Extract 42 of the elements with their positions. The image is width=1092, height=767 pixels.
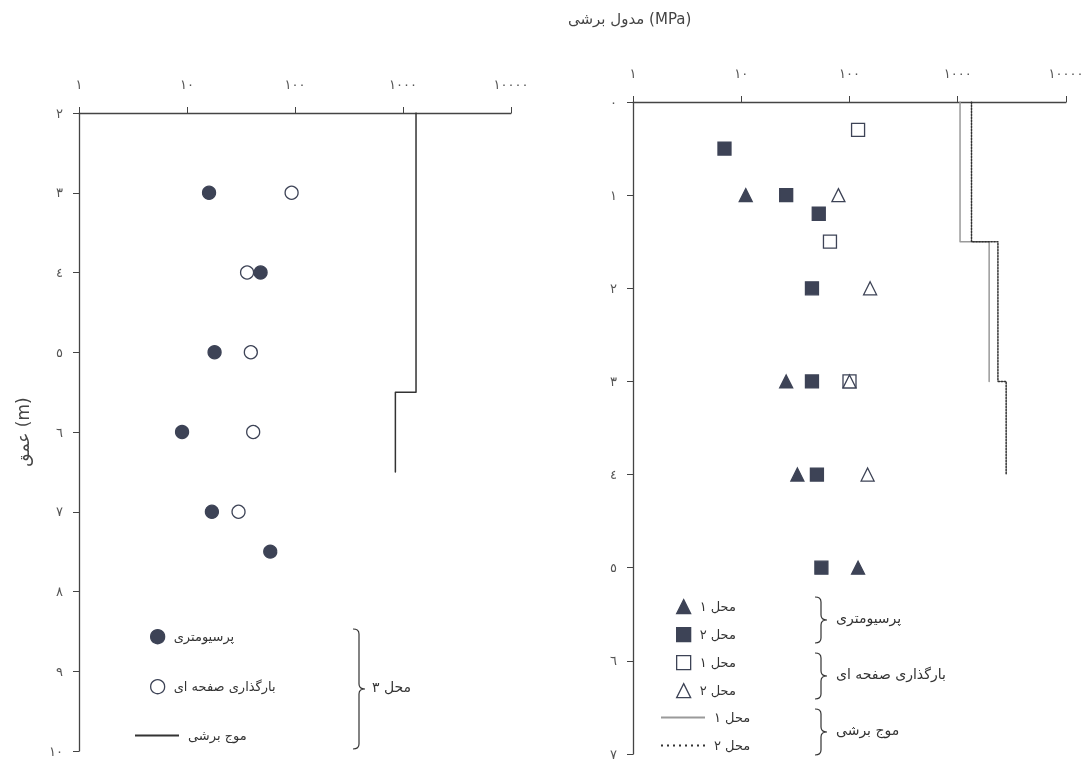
y-tick-label: ٤ <box>610 467 617 483</box>
x-tick-label: ١ <box>629 66 637 81</box>
legend-label: محل ٢ <box>699 683 736 699</box>
legend-label: بارگذاری صفحه ای <box>173 679 276 696</box>
legend-label: پرسیومتری <box>173 629 235 646</box>
legend-title: محل ٣ <box>372 679 412 695</box>
legend-label: محل ٢ <box>714 738 751 753</box>
y-tick-label: ١ <box>610 187 617 203</box>
y-tick-label: ٩ <box>56 663 64 679</box>
y-tick-label: ٨ <box>56 584 64 599</box>
legend-label: موج برشی <box>188 728 247 744</box>
x-tick-label: ١٠٠٠ <box>389 77 417 92</box>
y-tick-label: ٢ <box>56 105 64 121</box>
x-tick-label: ١٠ <box>734 66 749 81</box>
y-tick-label: ٧ <box>610 746 618 762</box>
x-tick-label: ١٠٠ <box>284 77 306 92</box>
legend-label: محل ١ <box>699 655 736 671</box>
y-tick-label: ٣ <box>610 373 618 389</box>
x-tick-label: ١٠ <box>180 77 194 92</box>
x-tick-label: ١ <box>75 77 83 92</box>
annotation: بارگذاری صفحه ای <box>836 666 946 682</box>
x-tick-label: ١٠٠٠٠ <box>1048 66 1084 81</box>
y-tick-label: ٥ <box>610 560 618 576</box>
y-tick-label: ٥ <box>56 344 64 360</box>
legend-label: محل ٢ <box>699 627 736 643</box>
y-axis-title: عمق (m) <box>12 397 33 467</box>
x-tick-label: ١٠٠ <box>839 66 860 81</box>
y-tick-label: ١٠ <box>49 743 63 759</box>
y-tick-label: ٣ <box>56 185 64 201</box>
y-tick-label: ٧ <box>56 504 64 520</box>
y-tick-label: ٦ <box>610 653 618 669</box>
y-tick-label: ٠ <box>610 94 617 110</box>
x-tick-label: ١٠٠٠٠ <box>493 77 529 92</box>
legend-label: محل ١ <box>699 599 736 615</box>
y-tick-label: ٦ <box>56 424 64 440</box>
legend-label: محل ١ <box>714 710 751 725</box>
x-tick-label: ١٠٠٠ <box>943 66 972 81</box>
y-tick-label: ٢ <box>610 280 618 296</box>
annotation: موج برشی <box>836 722 900 738</box>
y-tick-label: ٤ <box>56 265 63 280</box>
x-axis-title: مدول برشی (MPa) <box>568 9 692 28</box>
annotation: پرسیومتری <box>836 610 902 626</box>
